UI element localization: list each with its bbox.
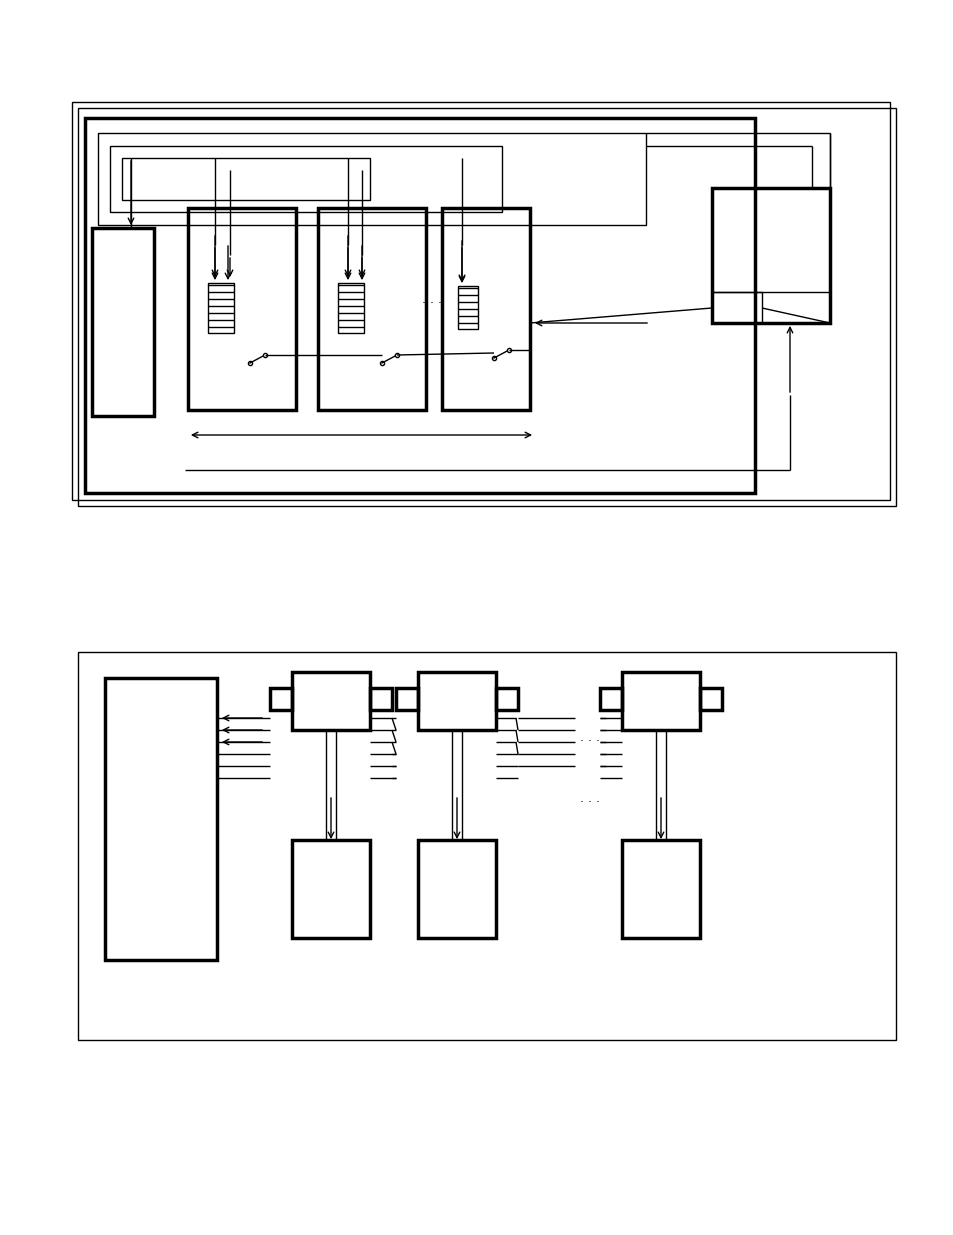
Bar [317, 207, 426, 410]
Bar [292, 672, 370, 730]
Bar [292, 840, 370, 939]
Bar [395, 688, 417, 710]
Bar [98, 133, 645, 225]
Bar [711, 291, 829, 324]
Bar [621, 840, 700, 939]
Text: · · ·: · · · [579, 736, 599, 748]
Bar [599, 688, 621, 710]
Bar [91, 228, 153, 416]
Text: · · ·: · · · [421, 296, 441, 310]
Bar [417, 840, 496, 939]
Bar [621, 672, 700, 730]
Bar [71, 103, 889, 500]
Text: · · ·: · · · [579, 797, 599, 809]
Bar [105, 678, 216, 960]
Bar [78, 107, 895, 506]
Bar [457, 287, 477, 329]
Bar [122, 158, 370, 200]
Bar [208, 283, 233, 333]
Bar [441, 207, 530, 410]
Bar [270, 688, 292, 710]
Bar [370, 688, 392, 710]
Bar [85, 119, 754, 493]
Bar [417, 672, 496, 730]
Bar [700, 688, 721, 710]
Bar [496, 688, 517, 710]
Bar [711, 188, 829, 324]
Bar [78, 652, 895, 1040]
Bar [188, 207, 295, 410]
Bar [110, 146, 501, 212]
Bar [337, 283, 364, 333]
